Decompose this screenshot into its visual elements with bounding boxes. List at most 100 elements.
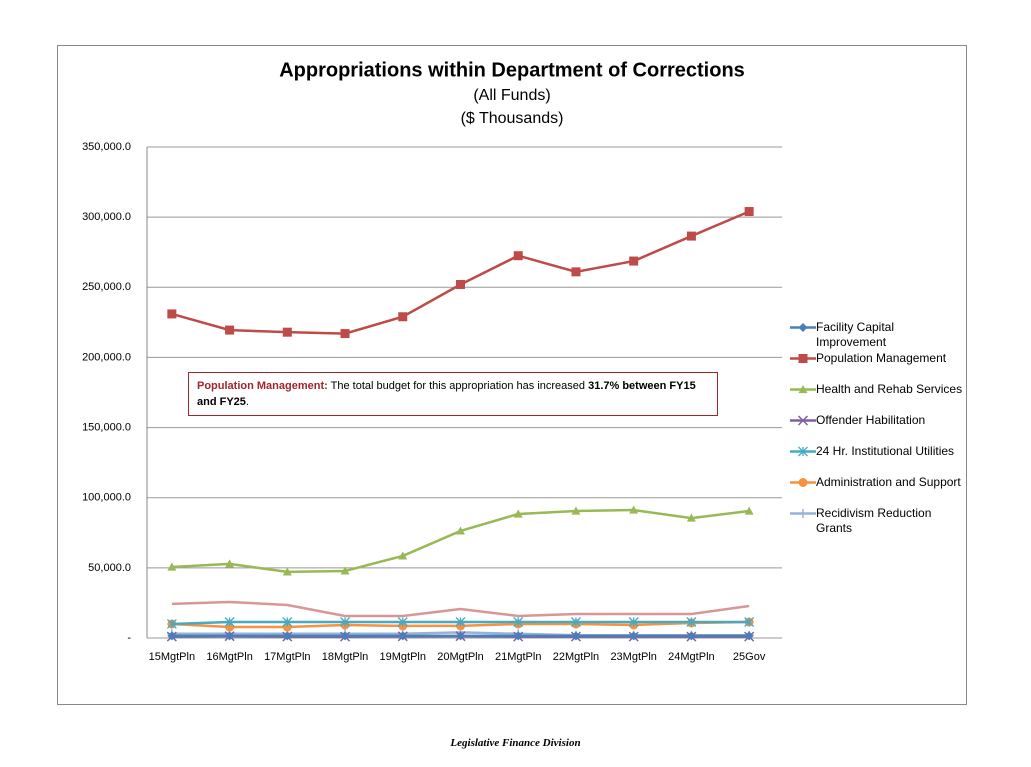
marker (744, 631, 754, 641)
marker (398, 312, 408, 322)
x-tick-label: 15MgtPln (149, 651, 195, 663)
y-tick-label: 300,000.0 (82, 211, 131, 223)
marker (282, 567, 292, 576)
marker (570, 617, 581, 627)
marker (571, 267, 581, 277)
y-tick-label: 250,000.0 (82, 281, 131, 293)
legend-item: Facility Capital Improvement (790, 320, 965, 350)
legend-icon (790, 446, 816, 457)
x-tick-label: 25Gov (733, 651, 766, 663)
legend-icon (790, 509, 816, 518)
chart-title: Appropriations within Department of Corr… (279, 59, 745, 81)
x-tick-label: 21MgtPln (495, 651, 541, 663)
legend-label: Offender Habilitation (816, 413, 926, 427)
marker (686, 631, 696, 641)
legend-marker (798, 478, 808, 487)
marker (628, 617, 639, 627)
marker (571, 631, 581, 641)
legend-icon (790, 415, 816, 426)
marker (629, 256, 639, 266)
annotation-text: 31.7% (588, 380, 620, 392)
marker (686, 617, 697, 627)
chart-subtitle: ($ Thousands) (461, 110, 564, 127)
legend-item: Health and Rehab Services (790, 382, 965, 397)
x-tick-label: 22MgtPln (553, 651, 599, 663)
y-tick-label: 200,000.0 (82, 351, 131, 363)
y-tick-label: 350,000.0 (82, 141, 131, 153)
marker (513, 251, 523, 261)
marker (456, 631, 465, 641)
footer: Legislative Finance Division (450, 737, 581, 749)
marker (629, 631, 639, 641)
marker (340, 617, 351, 627)
marker (744, 506, 754, 515)
legend-label: Population Management (816, 351, 947, 365)
legend-marker (798, 385, 808, 394)
x-tick-label: 24MgtPln (668, 651, 714, 663)
legend-item: Population Management (790, 351, 965, 366)
legend-item: Administration and Support (790, 475, 965, 490)
marker (225, 559, 235, 568)
x-tick-label: 20MgtPln (437, 651, 483, 663)
marker (282, 617, 293, 627)
marker (686, 513, 696, 522)
x-tick-label: 16MgtPln (206, 651, 252, 663)
annotation-text: Population Management: (197, 380, 328, 392)
legend-icon (790, 385, 816, 394)
marker (397, 617, 408, 627)
marker (225, 631, 235, 641)
marker (282, 327, 292, 337)
marker (167, 562, 177, 571)
legend-item: 24 Hr. Institutional Utilities (790, 444, 965, 459)
marker (456, 279, 465, 289)
legend-item: Offender Habilitation (790, 413, 965, 428)
marker (282, 631, 292, 641)
marker (340, 566, 350, 575)
legend-label: Administration and Support (816, 475, 961, 489)
marker (629, 505, 639, 514)
y-tick-label: 100,000.0 (82, 492, 131, 504)
marker (167, 631, 177, 641)
legend-marker (798, 323, 808, 332)
legend-marker (798, 446, 808, 457)
marker (456, 526, 465, 535)
annotation-text: The total budget for this appropriation … (327, 380, 589, 392)
marker (686, 231, 696, 241)
legend-icon (790, 323, 816, 332)
annotation-text: between FY15 and FY25 (197, 380, 696, 408)
y-tick-label: 150,000.0 (82, 421, 131, 433)
series-line (171, 600, 750, 618)
annotation: Population Management: The total budget … (188, 372, 718, 416)
marker (340, 631, 350, 641)
marker (571, 506, 581, 515)
legend-marker (798, 354, 808, 363)
chart-subtitle: (All Funds) (473, 87, 550, 104)
legend-icon (790, 354, 816, 363)
marker (398, 631, 408, 641)
marker (455, 617, 466, 627)
marker (513, 509, 523, 518)
legend-label: Recidivism Reduction Grants (816, 506, 932, 535)
chart-border (57, 45, 967, 705)
legend-marker (798, 509, 808, 518)
legend-marker (797, 415, 809, 426)
legend-label: 24 Hr. Institutional Utilities (816, 444, 955, 458)
x-tick-label: 23MgtPln (610, 651, 656, 663)
series-line (171, 508, 750, 574)
series-line (171, 210, 750, 335)
annotation-text: . (245, 396, 249, 408)
legend-label: Facility Capital Improvement (816, 320, 895, 349)
y-tick-label: 50,000.0 (88, 562, 131, 574)
legend-label: Health and Rehab Services (816, 382, 963, 396)
marker (340, 329, 350, 339)
x-tick-label: 18MgtPln (322, 651, 368, 663)
marker (744, 617, 755, 627)
marker (224, 617, 235, 627)
x-tick-label: 17MgtPln (264, 651, 310, 663)
marker (513, 617, 524, 627)
marker (398, 551, 408, 560)
marker (744, 207, 754, 217)
legend-item: Recidivism Reduction Grants (790, 506, 965, 536)
